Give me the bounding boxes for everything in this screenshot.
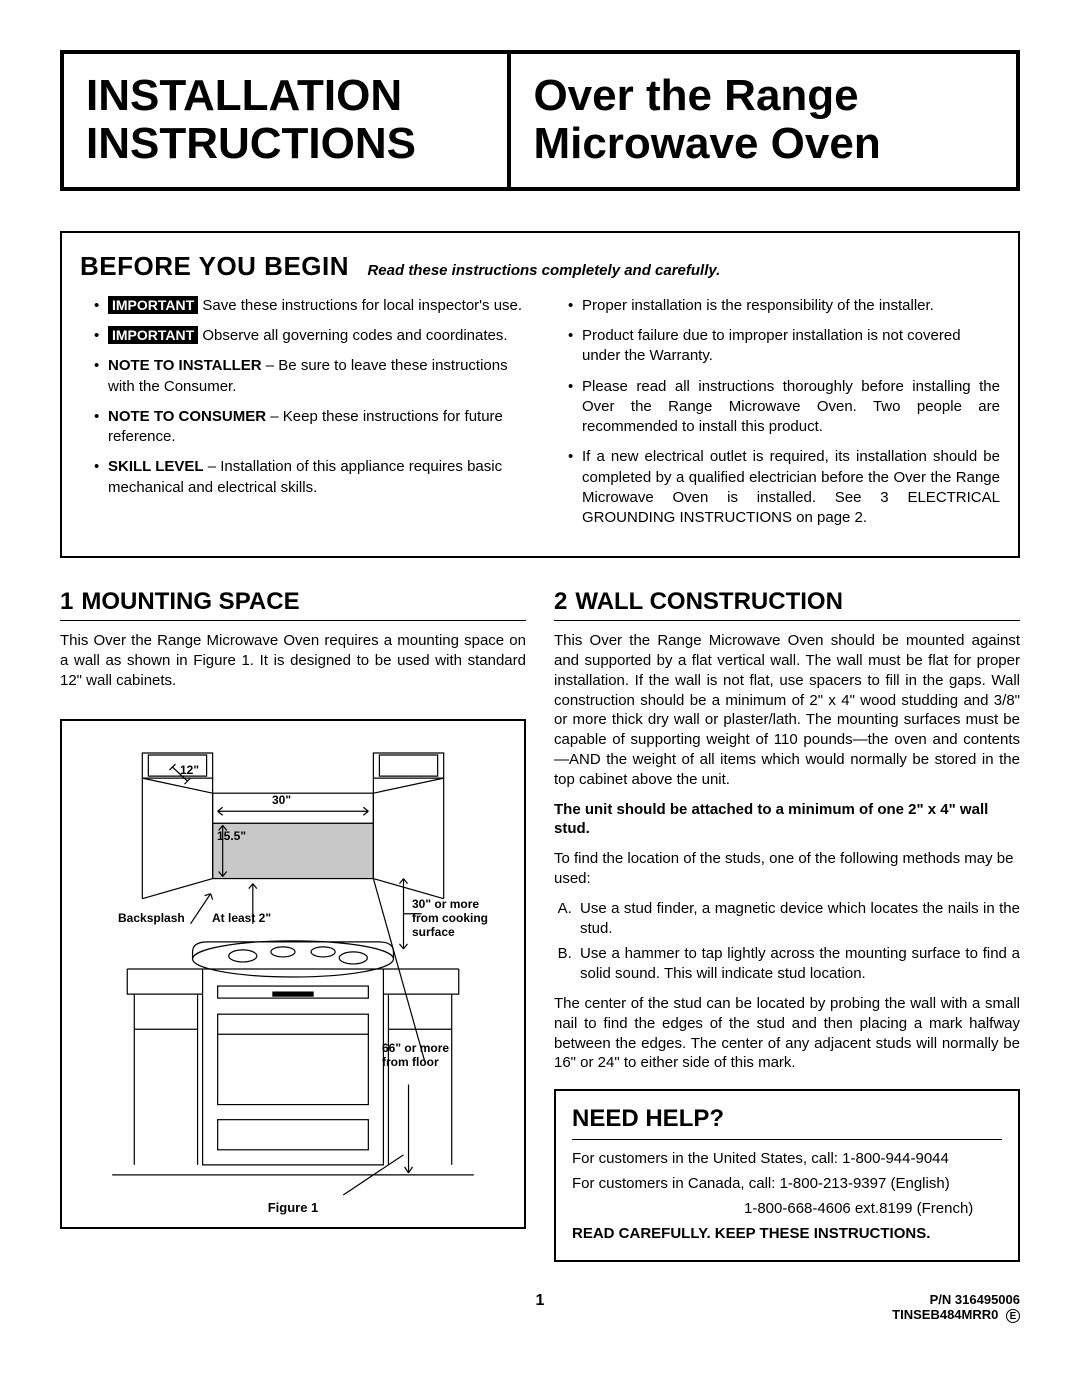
before-title-row: BEFORE YOU BEGIN Read these instructions… — [80, 251, 1000, 282]
method-b: Use a hammer to tap lightly across the m… — [576, 944, 1020, 984]
before-left-col: IMPORTANT Save these instructions for lo… — [80, 296, 526, 539]
footer-right: P/N 316495006 TINSEB484MRR0 E — [892, 1292, 1020, 1323]
before-columns: IMPORTANT Save these instructions for lo… — [80, 296, 1000, 539]
section2-title-text: WALL CONSTRUCTION — [575, 588, 843, 615]
list-item: SKILL LEVEL – Installation of this appli… — [94, 457, 526, 498]
help-ca2: 1-800-668-4606 ext.8199 (French) — [572, 1200, 1002, 1217]
page-number: 1 — [536, 1292, 545, 1310]
need-help-box: NEED HELP? For customers in the United S… — [554, 1089, 1020, 1262]
section2-title: 2 WALL CONSTRUCTION — [554, 588, 1020, 616]
help-ca1: For customers in Canada, call: 1-800-213… — [572, 1175, 1002, 1192]
item-bold: SKILL LEVEL — [108, 458, 204, 475]
help-keep: READ CAREFULLY. KEEP THESE INSTRUCTIONS. — [572, 1225, 1002, 1242]
before-right-col: Proper installation is the responsibilit… — [554, 296, 1000, 539]
section2-bold-para: The unit should be attached to a minimum… — [554, 800, 1020, 840]
figure-1-caption: Figure 1 — [268, 1200, 319, 1215]
section1-body: This Over the Range Microwave Oven requi… — [60, 631, 526, 690]
label-backsplash: Backsplash — [118, 911, 185, 925]
main-columns: 1 MOUNTING SPACE This Over the Range Micr… — [60, 588, 1020, 1262]
section2-para3: The center of the stud can be located by… — [554, 994, 1020, 1073]
footer-code: TINSEB484MRR0 — [892, 1307, 998, 1322]
list-item: Proper installation is the responsibilit… — [568, 296, 1000, 316]
before-subtitle: Read these instructions completely and c… — [367, 262, 720, 279]
section1-title-text: MOUNTING SPACE — [81, 588, 299, 615]
figure-1-svg — [72, 731, 514, 1217]
header-box: INSTALLATION INSTRUCTIONS Over the Range… — [60, 50, 1020, 191]
label-15-5in: 15.5" — [217, 829, 246, 843]
label-atleast2: At least 2" — [212, 911, 271, 925]
item-text: Save these instructions for local inspec… — [202, 297, 522, 314]
label-30in: 30" — [272, 793, 291, 807]
label-12in: 12" — [180, 763, 199, 777]
section1-num: 1 — [60, 588, 73, 615]
section2-num: 2 — [554, 588, 567, 615]
ff1: 66" or more — [382, 1041, 449, 1055]
circle-e-icon: E — [1006, 1309, 1020, 1323]
page: INSTALLATION INSTRUCTIONS Over the Range… — [0, 0, 1080, 1372]
item-bold: NOTE TO CONSUMER — [108, 408, 266, 425]
header-right-cell: Over the Range Microwave Oven — [511, 54, 1016, 187]
item-bold: NOTE TO INSTALLER — [108, 357, 262, 374]
important-tag: IMPORTANT — [108, 296, 198, 314]
list-item: IMPORTANT Observe all governing codes an… — [94, 326, 526, 346]
header-left-line1: INSTALLATION — [86, 71, 402, 120]
header-right-line2: Microwave Oven — [533, 119, 880, 168]
before-right-list: Proper installation is the responsibilit… — [554, 296, 1000, 529]
help-us: For customers in the United States, call… — [572, 1150, 1002, 1167]
label-from-floor: 66" or more from floor — [382, 1041, 449, 1069]
section2-body: This Over the Range Microwave Oven shoul… — [554, 631, 1020, 1073]
fc3: surface — [412, 925, 455, 939]
section2-rule — [554, 620, 1020, 621]
left-column: 1 MOUNTING SPACE This Over the Range Micr… — [60, 588, 526, 1262]
right-column: 2 WALL CONSTRUCTION This Over the Range M… — [554, 588, 1020, 1262]
list-item: If a new electrical outlet is required, … — [568, 447, 1000, 528]
list-item: NOTE TO INSTALLER – Be sure to leave the… — [94, 356, 526, 397]
section2-methods: Use a stud finder, a magnetic device whi… — [554, 899, 1020, 984]
before-you-begin-box: BEFORE YOU BEGIN Read these instructions… — [60, 231, 1020, 559]
item-text: Observe all governing codes and coordina… — [202, 327, 507, 344]
before-title: BEFORE YOU BEGIN — [80, 251, 349, 281]
section2-para1: This Over the Range Microwave Oven shoul… — [554, 631, 1020, 789]
label-from-cooking: 30" or more from cooking surface — [412, 897, 488, 939]
list-item: IMPORTANT Save these instructions for lo… — [94, 296, 526, 316]
figure-1-box: 12" 30" 15.5" Backsplash At least 2" 30"… — [60, 719, 526, 1229]
footer: 1 P/N 316495006 TINSEB484MRR0 E — [60, 1292, 1020, 1332]
section2-para2: To find the location of the studs, one o… — [554, 849, 1020, 889]
header-left-line2: INSTRUCTIONS — [86, 119, 416, 168]
method-a: Use a stud finder, a magnetic device whi… — [576, 899, 1020, 939]
section1-rule — [60, 620, 526, 621]
list-item: NOTE TO CONSUMER – Keep these instructio… — [94, 407, 526, 448]
header-left-cell: INSTALLATION INSTRUCTIONS — [64, 54, 511, 187]
important-tag: IMPORTANT — [108, 326, 198, 344]
footer-pn: P/N 316495006 — [930, 1292, 1020, 1307]
list-item: Please read all instructions thoroughly … — [568, 377, 1000, 438]
fc1: 30" or more — [412, 897, 479, 911]
fc2: from cooking — [412, 911, 488, 925]
section1-title: 1 MOUNTING SPACE — [60, 588, 526, 616]
list-item: Product failure due to improper installa… — [568, 326, 1000, 367]
help-title: NEED HELP? — [572, 1105, 1002, 1133]
header-right-line1: Over the Range — [533, 71, 858, 120]
before-left-list: IMPORTANT Save these instructions for lo… — [80, 296, 526, 498]
section1-para: This Over the Range Microwave Oven requi… — [60, 631, 526, 690]
help-rule — [572, 1139, 1002, 1140]
ff2: from floor — [382, 1055, 439, 1069]
